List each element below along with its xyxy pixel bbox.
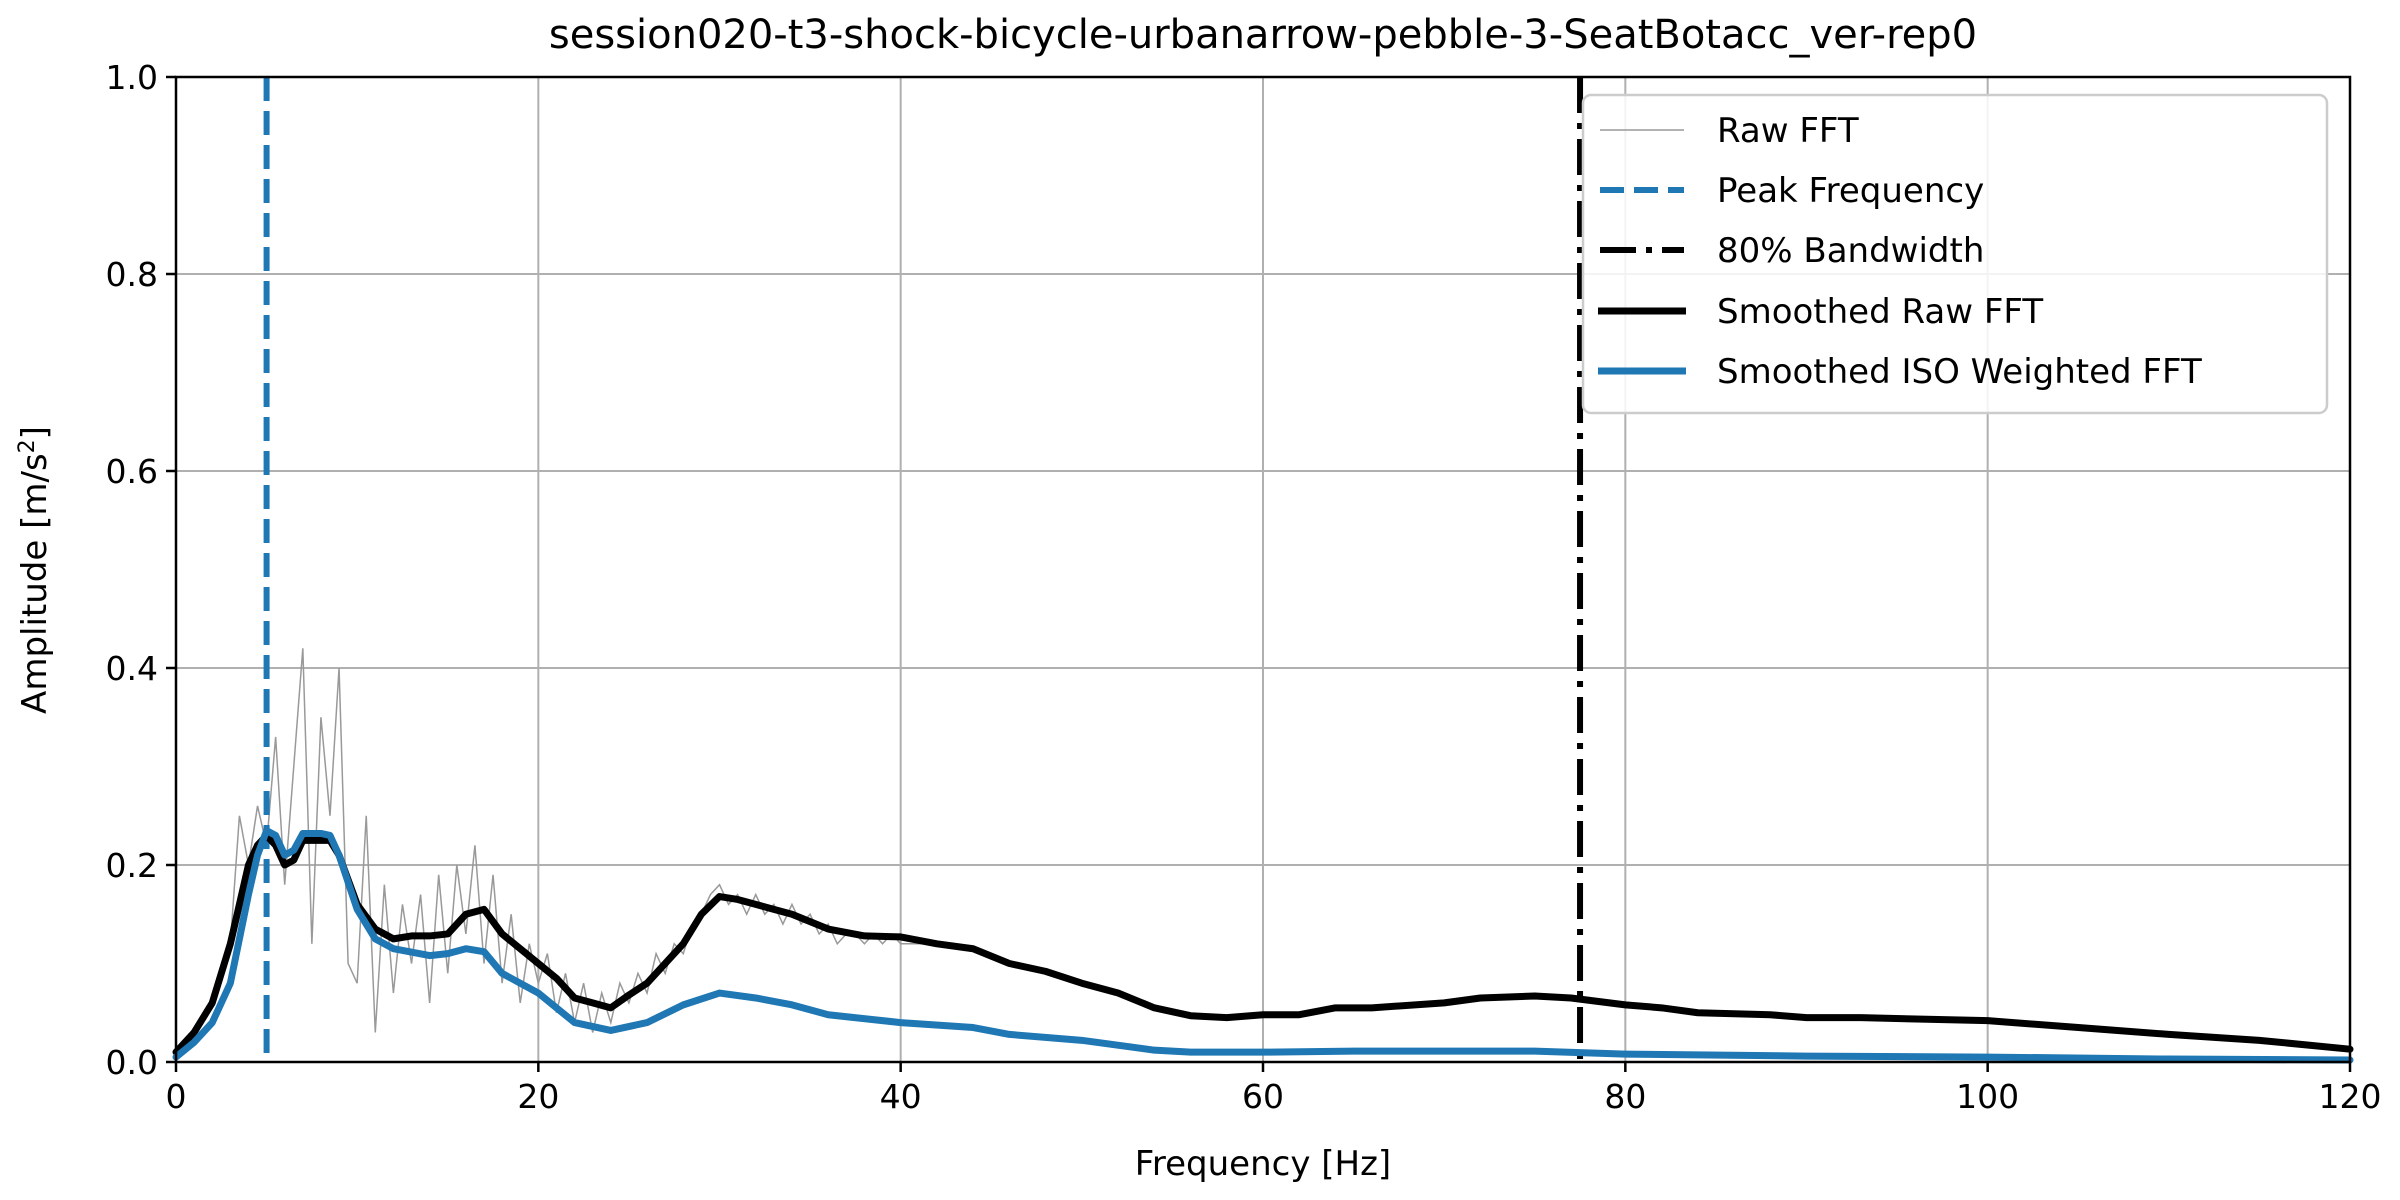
y-tick-label: 0.8 <box>106 255 158 294</box>
y-axis-label: Amplitude [m/s2] <box>15 426 56 714</box>
y-tick-label: 1.0 <box>106 58 158 97</box>
legend-bandwidth-label: 80% Bandwidth <box>1717 231 1984 271</box>
legend-raw-label: Raw FFT <box>1717 111 1859 151</box>
y-tick-label: 0.2 <box>106 846 158 885</box>
legend-smoothed-raw-label: Smoothed Raw FFT <box>1717 292 2043 332</box>
y-tick-label: 0.0 <box>106 1043 158 1082</box>
x-tick-label: 0 <box>166 1077 187 1116</box>
x-tick-label: 20 <box>517 1077 559 1116</box>
x-tick-label: 80 <box>1604 1077 1646 1116</box>
legend-box <box>1581 93 2329 415</box>
legend-smoothed-iso-label: Smoothed ISO Weighted FFT <box>1717 352 2202 392</box>
x-tick-label: 40 <box>880 1077 922 1116</box>
y-tick-label: 0.4 <box>106 649 158 688</box>
smoothed-iso-weighted-fft-line <box>172 827 2354 1064</box>
x-tick-label: 120 <box>2319 1077 2382 1116</box>
ticks: 0 20 40 60 80 100 120 0.0 0.2 0.4 0.6 0.8 1.0 <box>106 58 2382 1116</box>
legend: Raw FFT Peak Frequency 80% Bandwidth Smo… <box>1581 93 2329 415</box>
legend-peak-label: Peak Frequency <box>1717 171 1984 211</box>
smoothed-raw-fft-line <box>172 831 2354 1056</box>
x-tick-label: 60 <box>1242 1077 1284 1116</box>
y-tick-label: 0.6 <box>106 452 158 491</box>
x-tick-label: 100 <box>1956 1077 2019 1116</box>
chart-title: session020-t3-shock-bicycle-urbanarrow-p… <box>549 12 1977 58</box>
x-axis-label: Frequency [Hz] <box>1135 1144 1391 1184</box>
plot-area <box>172 77 2354 1064</box>
